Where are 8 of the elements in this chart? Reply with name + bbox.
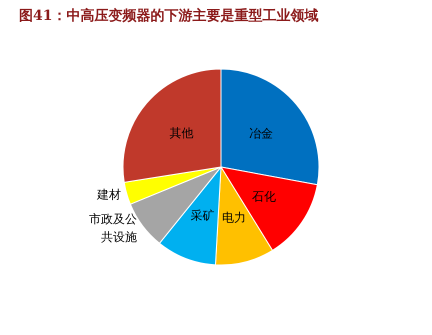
- slice-label: 采矿: [190, 208, 214, 223]
- slice-label: 其他: [169, 126, 194, 140]
- chart-title: 图41：中高压变频器的下游主要是重型工业领域: [19, 7, 318, 24]
- slice-label: 市政及公共设施: [89, 212, 138, 244]
- slice-label: 电力: [222, 210, 246, 224]
- slice-label: 石化: [252, 189, 276, 204]
- slice-label: 建材: [96, 188, 121, 202]
- slice-label: 冶金: [248, 126, 273, 141]
